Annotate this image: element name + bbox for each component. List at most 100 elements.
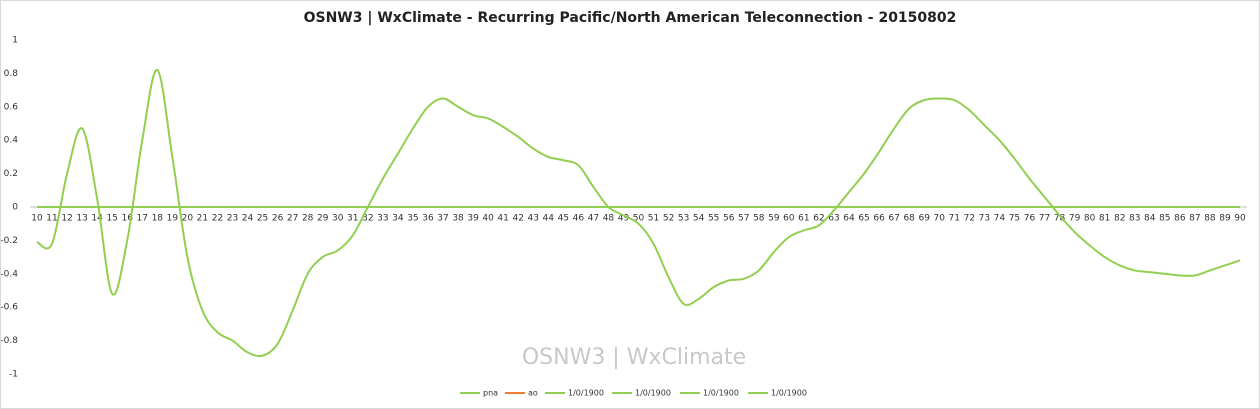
x-tick-label: 54: [693, 214, 705, 224]
x-tick-label: 23: [227, 214, 238, 224]
y-tick-label: 0.2: [4, 169, 18, 179]
legend-label: 1/0/1900: [635, 389, 671, 398]
x-tick-label: 82: [1114, 214, 1125, 224]
x-tick-label: 41: [497, 214, 508, 224]
x-tick-label: 42: [512, 214, 523, 224]
x-tick-label: 79: [1069, 214, 1081, 224]
legend-label: 1/0/1900: [703, 389, 739, 398]
x-tick-label: 37: [437, 214, 448, 224]
x-tick-label: 24: [242, 214, 254, 224]
x-tick-label: 64: [843, 214, 855, 224]
x-tick-label: 25: [257, 214, 268, 224]
legend-label: ao: [528, 389, 538, 398]
x-tick-label: 70: [934, 214, 946, 224]
x-tick-label: 26: [272, 214, 284, 224]
x-tick-label: 89: [1219, 214, 1231, 224]
x-tick-label: 17: [137, 214, 148, 224]
legend-label: 1/0/1900: [771, 389, 807, 398]
x-tick-label: 45: [558, 214, 569, 224]
x-tick-label: 22: [212, 214, 223, 224]
x-tick-label: 39: [467, 214, 479, 224]
x-tick-label: 31: [347, 214, 358, 224]
x-tick-label: 50: [633, 214, 645, 224]
x-tick-label: 59: [768, 214, 780, 224]
watermark: OSNW3 | WxClimate: [522, 345, 746, 370]
y-tick-label: 0.6: [4, 102, 19, 112]
x-tick-label: 18: [152, 214, 164, 224]
x-tick-label: 77: [1039, 214, 1050, 224]
x-tick-label: 78: [1054, 214, 1066, 224]
x-tick-label: 12: [61, 214, 72, 224]
x-tick-label: 28: [302, 214, 314, 224]
x-tick-label: 46: [573, 214, 585, 224]
x-tick-label: 67: [888, 214, 899, 224]
x-tick-label: 74: [994, 214, 1006, 224]
x-tick-label: 20: [182, 214, 194, 224]
x-tick-label: 72: [964, 214, 975, 224]
x-tick-label: 63: [828, 214, 839, 224]
x-tick-label: 73: [979, 214, 990, 224]
x-tick-label: 55: [708, 214, 719, 224]
x-tick-label: 80: [1084, 214, 1096, 224]
series-line: [36, 69, 1241, 358]
x-tick-label: 34: [392, 214, 404, 224]
x-tick-label: 32: [362, 214, 373, 224]
x-tick-label: 49: [618, 214, 630, 224]
x-tick-label: 36: [422, 214, 434, 224]
x-tick-label: 48: [603, 214, 615, 224]
x-tick-label: 76: [1024, 214, 1036, 224]
x-tick-label: 69: [918, 214, 930, 224]
x-tick-label: 52: [663, 214, 674, 224]
x-tick-label: 68: [903, 214, 915, 224]
y-tick-label: 0.4: [4, 136, 19, 146]
x-tick-label: 83: [1129, 214, 1140, 224]
x-tick-label: 51: [648, 214, 659, 224]
x-tick-label: 60: [783, 214, 795, 224]
x-tick-label: 19: [167, 214, 179, 224]
x-tick-label: 71: [949, 214, 960, 224]
x-tick-label: 21: [197, 214, 208, 224]
x-tick-label: 75: [1009, 214, 1020, 224]
y-tick-label: -0.4: [0, 269, 18, 279]
y-tick-label: 0: [12, 203, 18, 213]
legend-label: pna: [483, 389, 498, 398]
x-tick-label: 81: [1099, 214, 1110, 224]
x-tick-label: 61: [798, 214, 809, 224]
x-tick-label: 85: [1159, 214, 1170, 224]
x-tick-label: 87: [1189, 214, 1200, 224]
x-tick-label: 35: [407, 214, 418, 224]
x-tick-label: 43: [528, 214, 539, 224]
x-tick-label: 40: [482, 214, 494, 224]
x-tick-label: 62: [813, 214, 824, 224]
y-tick-label: -0.6: [0, 303, 18, 313]
x-tick-label: 10: [31, 214, 43, 224]
x-tick-label: 58: [753, 214, 765, 224]
y-tick-label: 1: [12, 36, 18, 46]
x-tick-label: 15: [106, 214, 117, 224]
x-tick-label: 47: [588, 214, 599, 224]
y-tick-label: -1: [9, 370, 18, 380]
x-tick-label: 11: [46, 214, 57, 224]
x-tick-label: 86: [1174, 214, 1186, 224]
x-tick-label: 53: [678, 214, 689, 224]
legend-label: 1/0/1900: [568, 389, 604, 398]
x-tick-label: 13: [76, 214, 87, 224]
x-tick-label: 84: [1144, 214, 1156, 224]
x-tick-label: 16: [121, 214, 133, 224]
x-tick-label: 38: [452, 214, 464, 224]
x-tick-label: 44: [543, 214, 555, 224]
x-tick-label: 29: [317, 214, 329, 224]
y-tick-label: -0.8: [0, 336, 18, 346]
x-tick-label: 56: [723, 214, 735, 224]
y-tick-label: 0.8: [4, 69, 19, 79]
x-tick-label: 27: [287, 214, 298, 224]
x-tick-label: 88: [1204, 214, 1216, 224]
chart-title: OSNW3 | WxClimate - Recurring Pacific/No…: [304, 10, 957, 26]
x-tick-label: 30: [332, 214, 344, 224]
x-tick-label: 65: [858, 214, 869, 224]
y-tick-label: -0.2: [0, 236, 18, 246]
x-tick-label: 57: [738, 214, 749, 224]
x-tick-label: 14: [91, 214, 103, 224]
x-tick-label: 33: [377, 214, 388, 224]
